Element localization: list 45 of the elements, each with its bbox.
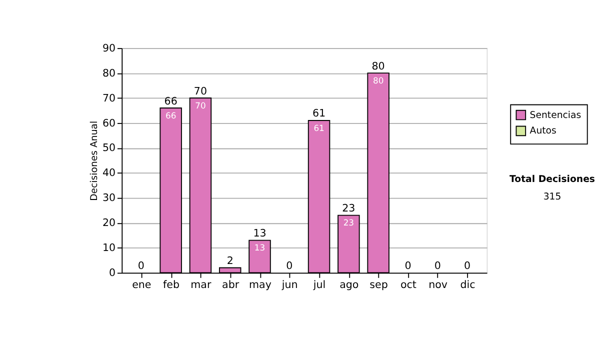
total-label: 2: [226, 255, 234, 268]
total-label: 13: [253, 228, 266, 240]
data-label: 13: [254, 242, 266, 253]
total-label: 80: [372, 60, 385, 72]
total-label: 70: [194, 85, 208, 98]
text: 315: [543, 192, 562, 203]
x-tick-label: dic: [460, 279, 476, 292]
total-label: 0: [404, 260, 412, 272]
x-tick-label: jul: [312, 279, 326, 292]
total-label: 0: [464, 260, 471, 272]
x-tick-label: sep: [370, 279, 388, 292]
y-tick-label: 10: [102, 242, 116, 254]
text: Total Decisiones: [510, 174, 596, 185]
data-label: 23: [343, 218, 354, 228]
total-label: 23: [342, 202, 356, 215]
total-label: 66: [164, 95, 178, 108]
x-tick-label: oct: [400, 279, 416, 292]
y-tick-label: 20: [102, 217, 116, 230]
y-tick-label: 0: [109, 267, 116, 280]
x-tick-label: ago: [340, 279, 359, 292]
x-tick-label: abr: [222, 279, 240, 292]
data-label: 70: [195, 100, 206, 110]
y-tick-label: 60: [102, 117, 116, 130]
y-tick-label: 70: [102, 92, 116, 104]
y-tick-label: 40: [102, 167, 116, 180]
total-label: 0: [434, 260, 441, 272]
x-tick-label: may: [249, 279, 272, 292]
y-tick-label: 30: [102, 192, 116, 204]
x-tick-label: ene: [132, 279, 152, 292]
x-tick-label: jun: [280, 279, 298, 292]
x-tick-label: nov: [428, 279, 448, 292]
total-label: 61: [312, 108, 326, 120]
y-tick-label: 80: [102, 67, 116, 80]
legend-label: Autos: [530, 126, 557, 137]
y-tick-label: 90: [102, 42, 116, 54]
legend-label: Sentencias: [530, 110, 582, 121]
total-label: 0: [286, 260, 293, 272]
total-label: 0: [138, 260, 144, 272]
y-tick-label: 50: [102, 142, 116, 154]
x-tick-label: feb: [163, 279, 180, 292]
data-label: 61: [314, 122, 324, 133]
data-label: 66: [165, 110, 176, 120]
y-axis-title: Decisiones Anual: [88, 120, 100, 201]
x-tick-label: mar: [190, 279, 212, 292]
data-label: 80: [372, 75, 384, 86]
